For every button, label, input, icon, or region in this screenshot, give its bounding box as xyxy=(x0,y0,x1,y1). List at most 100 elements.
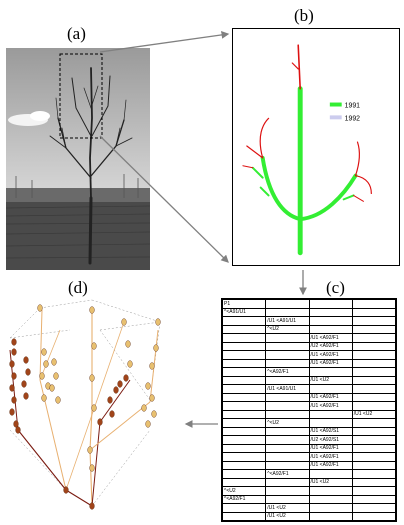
table-cell xyxy=(266,436,309,445)
graph-node xyxy=(42,395,47,402)
graph-node xyxy=(146,383,151,390)
graph-node xyxy=(88,447,93,454)
graph-node xyxy=(146,421,151,428)
table-cell: ^<U2 xyxy=(223,487,266,496)
table-cell xyxy=(309,317,352,326)
table-cell: /U1 <A92/F1 xyxy=(309,393,352,402)
table-cell: /U1 <A92/F1 xyxy=(309,444,352,453)
table-cell: /U1 <U2 xyxy=(352,410,395,419)
table-cell xyxy=(309,385,352,394)
table-row: ^<A92/F1 xyxy=(223,495,396,504)
table-cell xyxy=(266,376,309,385)
table-row: /U1 <A92/F1 xyxy=(223,402,396,411)
graph-edge xyxy=(92,422,100,506)
table-cell xyxy=(223,453,266,462)
graph-edge xyxy=(10,330,70,338)
table-cell xyxy=(223,342,266,351)
table-cell xyxy=(266,393,309,402)
table-cell xyxy=(266,308,309,317)
table-row: /U1 <U2 xyxy=(223,478,396,487)
graph-node xyxy=(156,319,161,326)
table-cell xyxy=(223,368,266,377)
graph-node xyxy=(40,373,45,380)
graph-edge xyxy=(66,490,92,506)
graph-node xyxy=(114,387,119,394)
table-cell: /U1 <A92/F1 xyxy=(309,461,352,470)
table-cell xyxy=(223,436,266,445)
table-cell: /U1 <U2 xyxy=(309,376,352,385)
table-cell xyxy=(309,504,352,513)
graph-edge xyxy=(90,450,92,506)
table-row: /U1 <A92/F1 xyxy=(223,444,396,453)
table-cell xyxy=(352,487,395,496)
table-row: ^<U2 xyxy=(223,325,396,334)
table-cell xyxy=(352,308,395,317)
table-cell xyxy=(266,495,309,504)
table-row: /U1 <U2 xyxy=(223,376,396,385)
table-cell xyxy=(352,317,395,326)
table-row: /U1 <A92/F1 xyxy=(223,359,396,368)
graph-node xyxy=(26,369,31,376)
graph-node xyxy=(90,307,95,314)
table-cell xyxy=(223,478,266,487)
table-cell xyxy=(223,461,266,470)
table-cell xyxy=(309,410,352,419)
table-row: /U2 <A92/S1 xyxy=(223,436,396,445)
table-row: /U1 <A91/U1 xyxy=(223,317,396,326)
graph-node xyxy=(12,397,17,404)
table-cell xyxy=(223,402,266,411)
graph-node xyxy=(24,357,29,364)
table-cell xyxy=(309,512,352,521)
graph-node xyxy=(150,363,155,370)
table-cell xyxy=(309,308,352,317)
graph-node xyxy=(16,427,21,434)
panel-a-label: (a) xyxy=(67,24,86,44)
table-row: /U1 <U2 xyxy=(223,410,396,419)
graph-node xyxy=(24,393,29,400)
table-cell xyxy=(352,351,395,360)
table-cell xyxy=(223,359,266,368)
legend-label-1991: 1991 xyxy=(345,102,361,109)
legend: 1991 1992 xyxy=(330,102,360,122)
graph-node xyxy=(50,385,55,392)
table-cell: ^<A92/F1 xyxy=(223,495,266,504)
graph-node xyxy=(22,381,27,388)
graph-node xyxy=(14,421,19,428)
table-cell: ^<U2 xyxy=(266,325,309,334)
table-cell xyxy=(352,393,395,402)
growth-1991 xyxy=(253,89,356,253)
structure-table: P1 ^<A91/U1/U1 <A91/U1 ^<U2/U1 <A92/F1/U2 … xyxy=(221,298,397,522)
table-cell xyxy=(266,402,309,411)
table-cell xyxy=(352,334,395,343)
table-cell xyxy=(352,368,395,377)
graph-edge xyxy=(100,380,130,422)
graph-edge xyxy=(100,322,160,330)
table-row: ^<A92/F1 xyxy=(223,368,396,377)
legend-label-1992: 1992 xyxy=(345,115,361,122)
table-row: /U1 <A92/S1 xyxy=(223,427,396,436)
table-cell xyxy=(309,495,352,504)
table-cell xyxy=(352,419,395,428)
table-cell xyxy=(352,376,395,385)
table-cell xyxy=(309,470,352,479)
graph-node xyxy=(98,419,103,426)
table-row: ^<U2 xyxy=(223,487,396,496)
graph-edge xyxy=(90,402,150,450)
graph-node xyxy=(42,349,47,356)
graph-node xyxy=(124,375,129,382)
table-row: /U1 <A92/F1 xyxy=(223,453,396,462)
table-cell xyxy=(223,385,266,394)
table-cell xyxy=(352,512,395,521)
table-cell xyxy=(352,478,395,487)
graph-edge xyxy=(92,300,160,322)
table-cell xyxy=(223,393,266,402)
table-row: ^<A92/F1 xyxy=(223,470,396,479)
table-cell xyxy=(352,444,395,453)
graph-node xyxy=(54,373,59,380)
table-row: /U1 <A92/F1 xyxy=(223,351,396,360)
graph-node xyxy=(126,341,131,348)
graph-node xyxy=(52,359,57,366)
table-cell xyxy=(309,325,352,334)
table-cell xyxy=(352,453,395,462)
graph-node xyxy=(90,503,95,510)
